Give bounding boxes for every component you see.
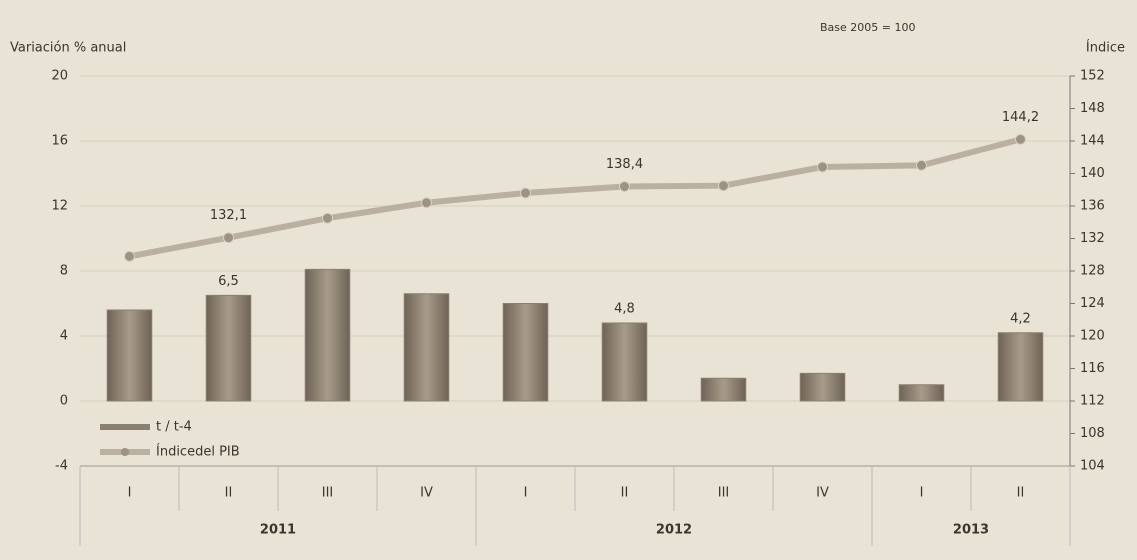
- y2-tick-label: 120: [1080, 329, 1105, 344]
- bar: [205, 294, 252, 402]
- bar: [700, 377, 747, 402]
- y-tick-label: 20: [51, 69, 68, 84]
- y-tick-label: 16: [51, 134, 68, 149]
- line-marker: [223, 232, 234, 244]
- line-marker: [322, 212, 333, 224]
- x-tick-label: III: [718, 486, 730, 501]
- note: Base 2005 = 100: [820, 21, 915, 34]
- y2-tick-label: 148: [1080, 101, 1105, 116]
- y2-tick-label: 116: [1080, 361, 1105, 376]
- legend-label: t / t-4: [156, 420, 192, 435]
- x-tick-label: I: [524, 486, 528, 501]
- x-tick-label: IV: [420, 486, 433, 501]
- group-label: 2011: [260, 523, 296, 538]
- x-tick-label: II: [225, 486, 233, 501]
- line-marker: [916, 159, 927, 171]
- line-marker: [1015, 133, 1026, 145]
- y2-tick-label: 144: [1080, 134, 1105, 149]
- bar: [403, 293, 450, 402]
- y2-tick-label: 128: [1080, 264, 1105, 279]
- line-marker: [619, 181, 630, 192]
- bar: [799, 372, 846, 402]
- y2-tick-label: 124: [1080, 296, 1105, 311]
- y2-tick-label: 112: [1080, 394, 1105, 409]
- line: [128, 136, 1022, 260]
- legend-label: Índicedel PIB: [156, 444, 240, 460]
- x-tick-label: I: [920, 486, 924, 501]
- bar-value-label: 6,5: [218, 274, 239, 289]
- group-label: 2013: [953, 523, 989, 538]
- line-marker: [817, 161, 828, 173]
- x-tick-label: I: [128, 486, 132, 501]
- bar-value-label: 4,8: [614, 302, 635, 317]
- line-marker: [520, 187, 531, 199]
- bar: [502, 303, 549, 402]
- legend-swatch: [100, 424, 150, 430]
- legend-marker: [121, 448, 129, 456]
- bar: [304, 268, 351, 402]
- line-marker: [421, 197, 432, 209]
- bar: [898, 384, 945, 402]
- y-tick-label: 8: [60, 264, 68, 279]
- y2-tick-label: 108: [1080, 426, 1105, 441]
- y-axis-label: Variación % anual: [10, 41, 126, 56]
- line-marker: [124, 250, 135, 262]
- line-value-label: 132,1: [210, 208, 247, 223]
- y2-tick-label: 152: [1080, 69, 1105, 84]
- x-tick-label: III: [322, 486, 334, 501]
- line-marker: [718, 180, 729, 192]
- y2-tick-label: 132: [1080, 231, 1105, 246]
- y-tick-label: 12: [51, 199, 68, 214]
- y-tick-label: 0: [60, 394, 68, 409]
- y-tick-label: -4: [55, 459, 68, 474]
- line-value-label: 138,4: [606, 157, 643, 172]
- y2-tick-label: 104: [1080, 459, 1105, 474]
- bar: [106, 309, 153, 402]
- y2-axis-label: Índice: [1086, 40, 1125, 56]
- x-tick-label: II: [621, 486, 629, 501]
- bar-value-label: 4,2: [1010, 311, 1031, 326]
- x-tick-label: IV: [816, 486, 829, 501]
- y-tick-label: 4: [60, 329, 68, 344]
- y2-tick-label: 136: [1080, 199, 1105, 214]
- line-value-label: 144,2: [1002, 110, 1039, 125]
- group-label: 2012: [656, 523, 692, 538]
- y2-tick-label: 140: [1080, 166, 1105, 181]
- bar: [997, 332, 1044, 402]
- x-tick-label: II: [1017, 486, 1025, 501]
- bar: [601, 322, 648, 402]
